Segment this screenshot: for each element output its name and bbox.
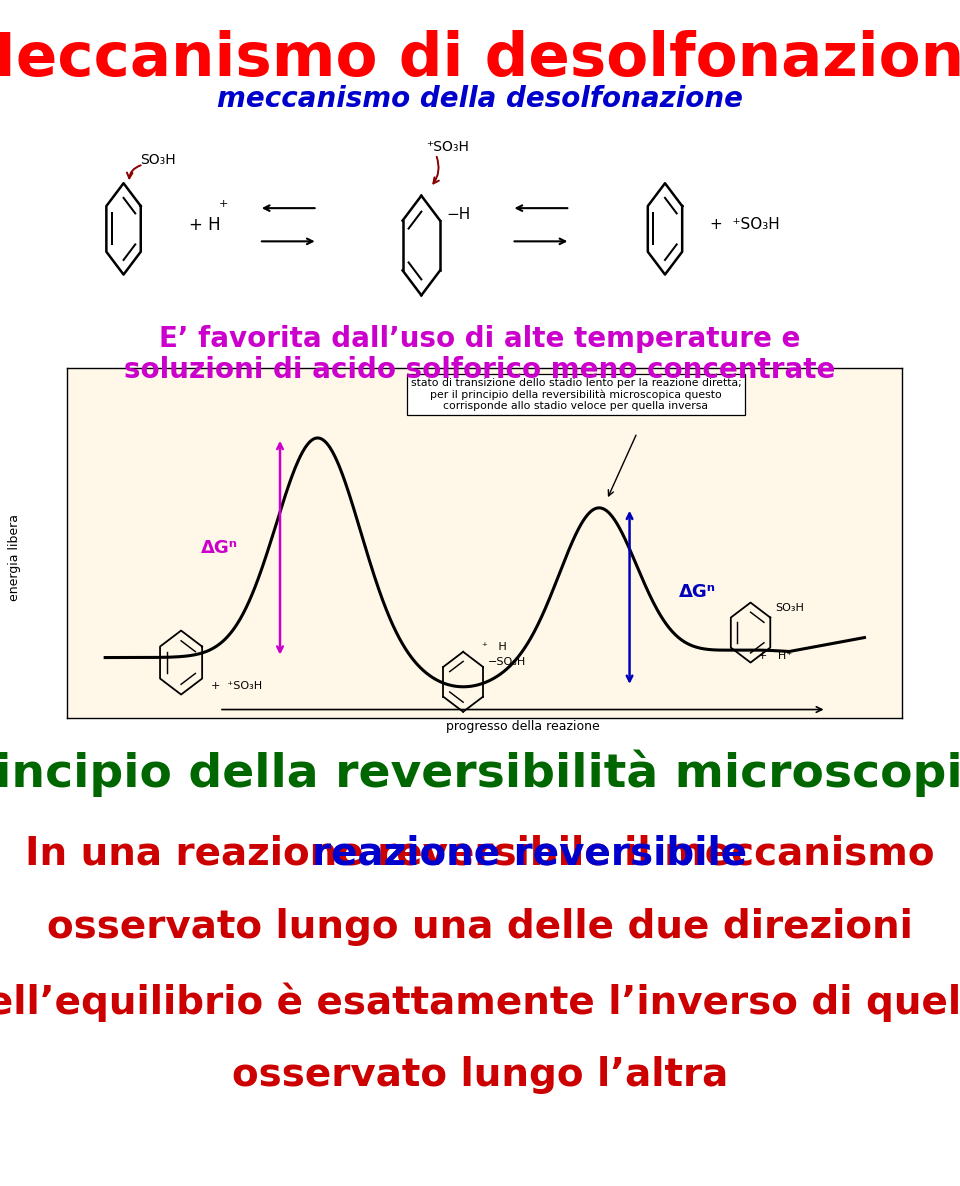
Text: Principio della reversibilità microscopica: Principio della reversibilità microscopi… bbox=[0, 750, 960, 797]
Text: Meccanismo di desolfonazione: Meccanismo di desolfonazione bbox=[0, 30, 960, 89]
Text: ΔGⁿ: ΔGⁿ bbox=[680, 584, 716, 601]
Text: SO₃H: SO₃H bbox=[775, 602, 804, 613]
Text: + H: + H bbox=[189, 216, 221, 234]
Text: meccanismo della desolfonazione: meccanismo della desolfonazione bbox=[217, 85, 743, 114]
Text: ⁺   H: ⁺ H bbox=[482, 642, 507, 652]
Text: ⁺SO₃H: ⁺SO₃H bbox=[426, 140, 468, 154]
Text: +  ⁺SO₃H: + ⁺SO₃H bbox=[211, 681, 263, 690]
Text: soluzioni di acido solforico meno concentrate: soluzioni di acido solforico meno concen… bbox=[124, 356, 836, 384]
Text: ΔGⁿ: ΔGⁿ bbox=[201, 538, 238, 556]
Text: +  ⁺SO₃H: + ⁺SO₃H bbox=[710, 217, 780, 232]
Text: −SO₃H: −SO₃H bbox=[488, 657, 526, 667]
Text: In una reazione reversibile il meccanismo: In una reazione reversibile il meccanism… bbox=[25, 835, 935, 873]
Text: reazione reversibile: reazione reversibile bbox=[311, 835, 747, 873]
Text: SO₃H: SO₃H bbox=[140, 153, 176, 167]
Text: energia libera: energia libera bbox=[8, 514, 20, 601]
Text: osservato lungo una delle due direzioni: osservato lungo una delle due direzioni bbox=[47, 908, 913, 946]
Text: osservato lungo l’altra: osservato lungo l’altra bbox=[232, 1056, 728, 1093]
Text: stato di transizione dello stadio lento per la reazione diretta;
per il principi: stato di transizione dello stadio lento … bbox=[411, 377, 741, 412]
Text: progresso della reazione: progresso della reazione bbox=[445, 720, 600, 733]
Text: −H: −H bbox=[446, 206, 470, 222]
Text: +   H⁺: + H⁺ bbox=[758, 651, 792, 661]
Text: +: + bbox=[218, 199, 228, 209]
Text: E’ favorita dall’uso di alte temperature e: E’ favorita dall’uso di alte temperature… bbox=[159, 325, 801, 353]
Text: dell’equilibrio è esattamente l’inverso di quello: dell’equilibrio è esattamente l’inverso … bbox=[0, 982, 960, 1021]
